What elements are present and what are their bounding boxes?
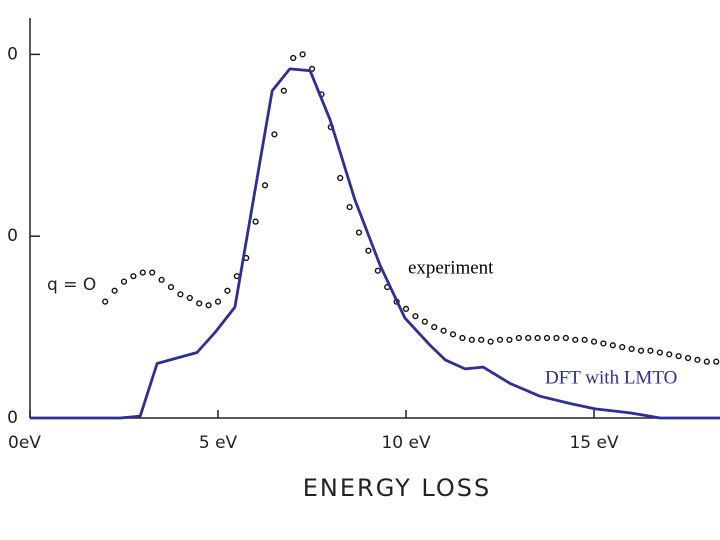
data-point xyxy=(656,349,663,356)
data-point xyxy=(374,267,381,274)
data-point xyxy=(412,313,419,320)
data-point xyxy=(440,327,447,334)
x-axis-label: ENERGY LOSS xyxy=(303,474,492,502)
data-point xyxy=(177,291,184,298)
data-point xyxy=(581,336,588,343)
data-point xyxy=(647,347,654,354)
data-point xyxy=(365,247,372,254)
data-point xyxy=(233,273,240,280)
data-point xyxy=(111,287,118,294)
series-label: experiment xyxy=(408,257,494,278)
x-tick-label: 15 eV xyxy=(569,433,618,453)
data-point xyxy=(139,269,146,276)
data-point xyxy=(619,343,626,351)
y-tick-label: 0 xyxy=(7,44,18,64)
data-point xyxy=(666,351,673,358)
data-point xyxy=(149,269,156,276)
data-point xyxy=(600,340,607,347)
data-point xyxy=(713,358,720,365)
data-line xyxy=(30,67,720,420)
data-point xyxy=(346,203,353,211)
data-point xyxy=(694,356,701,363)
data-point xyxy=(684,354,692,362)
data-point xyxy=(478,336,485,343)
annotation: q = O xyxy=(47,275,96,295)
data-point xyxy=(468,336,475,343)
data-point xyxy=(459,334,466,342)
data-point xyxy=(308,65,316,73)
data-point xyxy=(252,218,259,225)
data-point xyxy=(675,353,682,360)
x-tick-label: 10 eV xyxy=(381,433,430,453)
data-point xyxy=(525,334,532,342)
data-point xyxy=(102,298,109,305)
data-point xyxy=(431,323,438,331)
data-point xyxy=(337,174,344,182)
data-point xyxy=(158,276,165,283)
data-point xyxy=(186,294,193,302)
data-point xyxy=(496,336,504,343)
data-point xyxy=(572,336,579,343)
data-point xyxy=(261,182,269,189)
data-point xyxy=(515,334,522,342)
data-point xyxy=(290,54,297,62)
data-point xyxy=(534,334,541,342)
data-point xyxy=(167,283,175,291)
data-point xyxy=(609,342,616,349)
x-tick-label: 5 eV xyxy=(199,433,238,453)
data-point xyxy=(590,338,598,345)
series-label: DFT with LMTO xyxy=(545,367,677,388)
data-point xyxy=(637,347,645,354)
data-point xyxy=(703,358,710,365)
data-point xyxy=(402,305,410,313)
data-point xyxy=(421,318,428,325)
data-point xyxy=(487,338,494,345)
data-point xyxy=(299,51,306,58)
data-point xyxy=(271,131,278,138)
data-point xyxy=(562,334,569,342)
data-point xyxy=(553,334,560,342)
y-tick-label: 0 xyxy=(7,408,18,428)
data-point xyxy=(543,334,551,342)
data-point xyxy=(130,273,137,280)
data-point xyxy=(224,287,231,294)
data-point xyxy=(506,336,513,343)
data-point xyxy=(628,345,635,353)
data-point xyxy=(355,229,363,236)
data-point xyxy=(214,298,222,305)
data-point xyxy=(196,300,203,307)
data-point xyxy=(449,331,457,338)
data-point xyxy=(120,278,128,285)
y-tick-label: 0 xyxy=(7,226,18,246)
data-point xyxy=(205,302,212,309)
data-point xyxy=(280,87,287,94)
x-tick-label: 0eV xyxy=(8,433,41,453)
